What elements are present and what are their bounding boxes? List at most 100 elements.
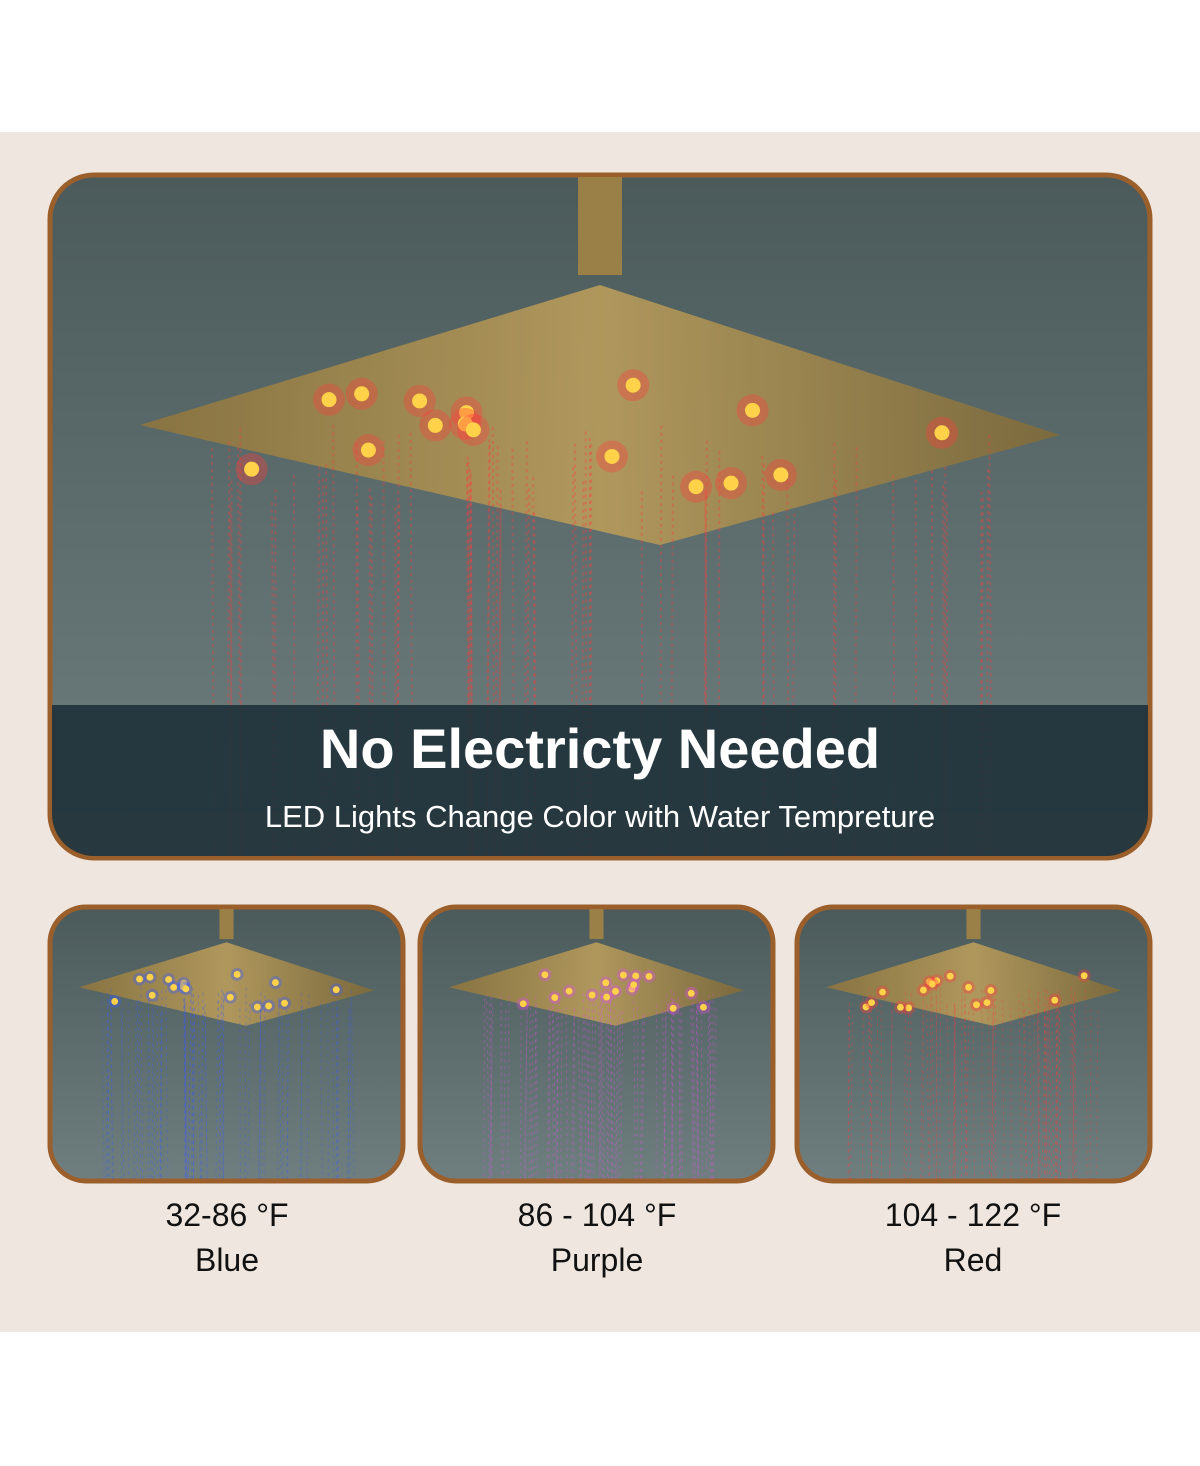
decor — [979, 491, 983, 856]
decor — [1071, 1008, 1076, 1179]
decor — [336, 1006, 339, 1179]
decor — [705, 1004, 710, 1179]
decor — [972, 998, 975, 1179]
decor — [695, 1009, 699, 1179]
decor — [146, 973, 154, 981]
temp-range: 104 - 122 °F — [885, 1197, 1061, 1233]
shower-illustration — [825, 909, 1122, 1179]
decor — [448, 942, 745, 1026]
decor — [1001, 1000, 1005, 1179]
decor — [1048, 1005, 1053, 1179]
decor — [502, 1010, 507, 1179]
decor — [1055, 1008, 1058, 1179]
decor — [412, 393, 428, 409]
decor — [1058, 1004, 1062, 1179]
decor — [645, 972, 653, 980]
decor — [926, 1004, 930, 1179]
decor — [586, 1008, 590, 1179]
decor — [711, 993, 714, 1179]
decor — [888, 1011, 893, 1179]
decor — [219, 909, 234, 940]
decor — [966, 909, 981, 940]
decor — [991, 999, 995, 1179]
decor — [533, 1004, 537, 1179]
decor — [692, 987, 696, 1179]
decor — [360, 442, 376, 458]
decor — [1024, 1009, 1028, 1179]
decor — [197, 994, 201, 1179]
decor — [315, 466, 321, 856]
decor — [745, 402, 761, 418]
decor — [1068, 987, 1072, 1179]
decor — [601, 994, 605, 1179]
decor — [709, 1000, 712, 1179]
decor — [1089, 1009, 1092, 1179]
decor — [244, 461, 260, 477]
decor — [1010, 1007, 1012, 1179]
decor — [700, 1012, 703, 1179]
decor — [853, 447, 858, 856]
decor — [691, 1003, 695, 1179]
decor — [483, 998, 486, 1179]
decor — [497, 489, 502, 856]
decor — [165, 976, 173, 983]
decor — [1022, 1002, 1027, 1179]
decor — [490, 996, 493, 1179]
decor — [663, 994, 668, 1179]
decor — [919, 986, 927, 994]
decor — [1048, 1003, 1050, 1179]
decor — [192, 1008, 196, 1179]
decor — [459, 405, 475, 421]
decor — [552, 998, 557, 1179]
decor — [524, 993, 528, 1179]
decor — [511, 448, 516, 856]
decor — [498, 507, 502, 856]
decor — [347, 1010, 350, 1179]
decor — [277, 999, 280, 1179]
decor — [761, 464, 766, 856]
decor — [507, 995, 510, 1179]
decor — [183, 999, 187, 1179]
decor — [659, 425, 663, 856]
decor — [1072, 996, 1074, 1179]
decor — [300, 993, 303, 1179]
decor — [565, 987, 573, 995]
decor — [190, 993, 195, 1179]
decor — [247, 1003, 251, 1179]
decor — [928, 980, 936, 988]
decor — [931, 996, 935, 1179]
color-name: Blue — [195, 1242, 259, 1278]
decor — [136, 975, 143, 983]
decor — [604, 448, 620, 464]
decor — [1055, 1003, 1058, 1179]
decor — [541, 971, 549, 979]
decor — [560, 1009, 563, 1179]
decor — [229, 505, 233, 856]
banner-title: No Electricty Needed — [320, 717, 880, 780]
decor — [140, 987, 144, 1179]
decor — [1044, 1008, 1049, 1179]
decor — [1018, 993, 1023, 1179]
decor — [263, 995, 266, 1179]
decor — [605, 998, 608, 1179]
decor — [272, 979, 279, 986]
decor — [879, 988, 886, 996]
decor — [306, 994, 310, 1179]
decor — [183, 997, 188, 1179]
decor — [565, 1007, 569, 1179]
decor — [356, 506, 361, 856]
decor — [861, 996, 865, 1179]
decor — [687, 989, 695, 997]
decor — [669, 1004, 677, 1012]
decor — [535, 996, 538, 1179]
decor — [609, 987, 613, 1179]
decor — [273, 489, 277, 856]
decor — [619, 971, 627, 979]
decor — [354, 386, 370, 402]
decor — [500, 995, 503, 1179]
decor — [584, 431, 588, 856]
decor — [612, 987, 619, 995]
decor — [712, 1008, 717, 1179]
decor — [602, 979, 610, 987]
decor — [140, 285, 1060, 545]
